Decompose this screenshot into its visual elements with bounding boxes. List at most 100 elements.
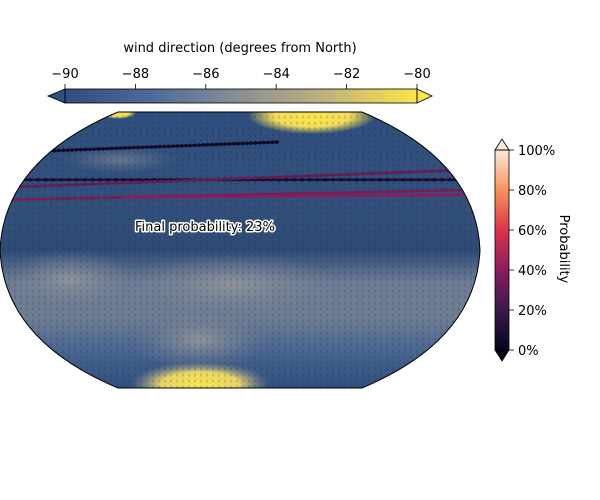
storm-track-point [211,195,215,199]
storm-track-point [422,193,426,197]
storm-track-point [199,195,203,199]
storm-track-point [392,194,396,198]
probability-tick-label: 0% [518,344,539,359]
wind-direction-tick-label: −90 [51,67,78,82]
storm-track-point [271,140,275,144]
storm-track-point [97,147,101,151]
storm-track-point [25,198,29,202]
storm-track-point [184,144,188,148]
storm-track-point [316,174,320,178]
storm-track-point [346,173,350,177]
storm-track-point [468,193,472,197]
storm-track-point [162,145,166,149]
storm-track-point [222,195,226,199]
storm-track-point [351,194,355,198]
storm-track-point [121,181,125,185]
storm-track-point [285,175,289,179]
storm-track-point [334,194,338,198]
storm-track-point [387,190,391,194]
wind-direction-tick-label: −88 [122,67,149,82]
storm-track-point [261,176,265,180]
storm-track-point [175,195,179,199]
storm-track-point [246,176,250,180]
storm-track-point [61,149,65,153]
storm-track-point [90,182,94,186]
storm-track-point [92,147,96,151]
storm-track-point [132,146,136,150]
storm-track-point [30,150,34,154]
storm-track-point [75,178,79,182]
storm-track-point [51,184,55,188]
storm-track-point [423,170,427,174]
storm-track-point [106,178,110,182]
storm-track-point [81,196,85,200]
storm-track-point [269,176,273,180]
storm-track-point [205,195,209,199]
storm-track-point [170,195,174,199]
storm-track-point [427,193,431,197]
storm-track-point [258,141,262,145]
wind-direction-colorbar-extend-low [48,89,65,103]
storm-track-point [123,146,127,150]
storm-track-point [57,149,61,153]
storm-track-point [207,178,211,182]
storm-track-point [246,195,250,199]
storm-track-point [394,178,398,182]
storm-track-point [275,194,279,198]
storm-track-point [193,143,197,147]
storm-track-point [199,178,203,182]
storm-track-point [277,175,281,179]
storm-track-point [293,194,297,198]
storm-track-point [354,172,358,176]
storm-track-point [114,146,118,150]
storm-track-point [67,178,71,182]
storm-track-point [189,144,193,148]
storm-track-point [378,178,382,182]
storm-track-point [33,197,37,201]
storm-track-point [304,194,308,198]
storm-track-point [228,142,232,146]
storm-track-point [36,178,40,182]
storm-track-point [98,178,102,182]
probability-tick-label: 20% [518,304,547,319]
storm-track-point [82,183,86,187]
storm-track-point [223,142,227,146]
storm-track-point [119,146,123,150]
storm-track-point [127,146,131,150]
storm-track-point [17,150,21,154]
wind-direction-tick-label: −84 [262,67,289,82]
wind-direction-tick-label: −80 [403,67,430,82]
storm-track-point [219,142,223,146]
storm-track-point [325,191,329,195]
storm-track-point [381,194,385,198]
wind-quiver-field [0,112,480,388]
wind-direction-tick-label: −82 [333,67,360,82]
storm-track-point [331,173,335,177]
storm-track-point [398,194,402,198]
storm-track-point [168,179,172,183]
storm-track-point [411,189,415,193]
storm-track-point [258,195,262,199]
storm-track-point [339,173,343,177]
storm-track-point [300,174,304,178]
probability-colorbar-extend-low [495,350,509,361]
storm-track-point [364,190,368,194]
storm-track-point [158,195,162,199]
storm-track-point [114,178,118,182]
storm-track-point [65,197,69,201]
storm-track-point [84,148,88,152]
storm-track-point [316,178,320,182]
wind-direction-colorbar: wind direction (degrees from North) −90−… [48,41,432,103]
storm-track-point [445,193,449,197]
storm-track-point [241,142,245,146]
storm-track-point [145,180,149,184]
storm-track-point [324,178,328,182]
storm-track-point [88,148,92,152]
storm-track-point [310,194,314,198]
probability-colorbar-extend-high [495,139,509,150]
storm-track-point [110,147,114,151]
storm-track-point [267,141,271,145]
storm-track-point [254,141,258,145]
storm-track-point [385,171,389,175]
storm-track-point [287,194,291,198]
